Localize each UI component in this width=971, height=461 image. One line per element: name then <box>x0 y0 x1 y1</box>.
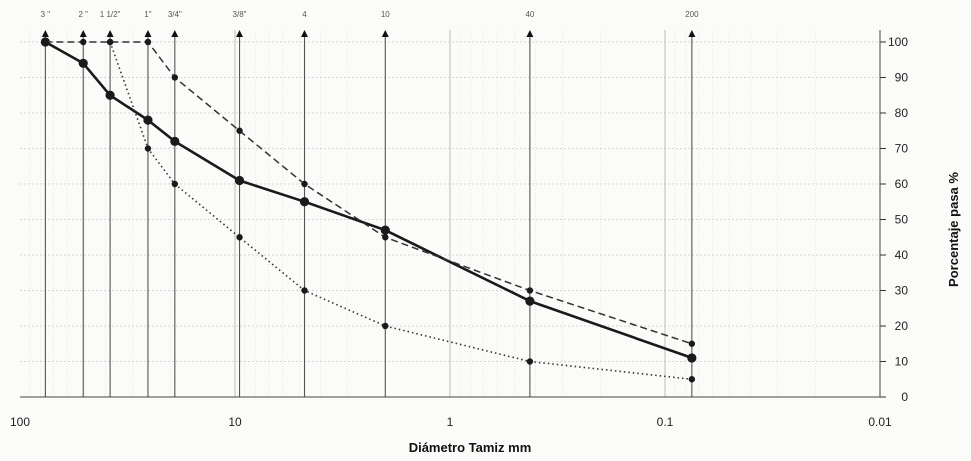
y-tick-label: 60 <box>895 177 909 191</box>
series-solid-point <box>105 90 115 100</box>
y-tick-label: 80 <box>895 106 909 120</box>
series-dashed-point <box>144 38 152 46</box>
y-tick-label: 100 <box>888 35 908 49</box>
x-tick-label: 100 <box>10 415 30 429</box>
sieve-arrow-icon <box>144 30 152 37</box>
series-solid-point <box>78 58 88 68</box>
x-axis-title: Diámetro Tamiz mm <box>409 440 532 455</box>
sieve-label: 1 1/2" <box>100 10 121 19</box>
series-dotted-point <box>688 376 696 383</box>
series-solid-point <box>234 175 245 186</box>
series-dashed-point <box>382 234 389 241</box>
y-tick-label: 40 <box>895 248 909 262</box>
sieve-label: 3 " <box>41 10 51 19</box>
series-solid-point <box>687 353 697 363</box>
series-dashed-point <box>526 287 534 294</box>
sieve-arrow-icon <box>688 30 696 37</box>
sieve-label: 40 <box>525 10 534 19</box>
series-dashed-point <box>171 74 179 81</box>
sieve-label: 3/8" <box>233 10 247 19</box>
y-tick-label: 50 <box>895 213 909 227</box>
series-dashed-point <box>80 38 87 46</box>
y-tick-label: 20 <box>895 319 909 333</box>
sieve-arrow-icon <box>106 30 114 37</box>
series-solid-point <box>299 197 310 207</box>
sieve-label: 1" <box>144 10 151 19</box>
sieve-markers: 3 " 2 " 1 1/2" 1" 3/4" 3/8" 4 10 40 200 <box>41 10 699 397</box>
sieve-label: 10 <box>381 10 390 19</box>
series-dotted-line <box>109 41 692 381</box>
y-tick-label: 70 <box>895 142 909 156</box>
grid <box>20 30 881 398</box>
series-dashed-line <box>45 41 693 345</box>
y-tick-label: 10 <box>895 355 909 369</box>
x-tick-label: 10 <box>228 415 242 429</box>
x-tick-label: 0.1 <box>657 415 674 429</box>
series-dotted-point <box>106 38 114 46</box>
series-solid-point <box>525 296 535 306</box>
sieve-label: 3/4" <box>168 10 182 19</box>
sieve-label: 200 <box>685 10 699 19</box>
axes: 0 10 20 30 40 50 60 70 80 90 100 100 10 1 0.1 0.01 <box>10 30 908 429</box>
series-dotted-point <box>171 180 179 188</box>
series-dotted-point <box>144 145 152 152</box>
sieve-arrow-icon <box>236 30 244 37</box>
series-dotted-point <box>382 322 389 330</box>
sieve-arrow-icon <box>41 30 49 37</box>
sieve-arrow-icon <box>171 30 179 37</box>
y-tick-label: 30 <box>895 284 909 298</box>
series-solid-point <box>380 225 390 235</box>
series-dashed-point <box>42 38 49 46</box>
sieve-arrow-icon <box>381 30 389 37</box>
series-dotted-point <box>526 358 534 365</box>
x-tick-label: 0.01 <box>868 415 892 429</box>
y-tick-label: 0 <box>901 390 908 404</box>
series-dotted-point <box>301 287 308 294</box>
series-solid-point <box>170 136 180 146</box>
x-tick-label: 1 <box>447 415 454 429</box>
sieve-label: 4 <box>302 10 307 19</box>
series-dotted-point <box>236 234 243 241</box>
sieve-arrow-icon <box>526 30 534 37</box>
sieve-arrow-icon <box>79 30 87 37</box>
series-dashed-point <box>236 127 243 134</box>
y-axis-title: Porcentaje pasa % <box>946 172 961 287</box>
series-dashed-point <box>688 340 696 347</box>
series-solid-point <box>143 115 153 125</box>
series-solid-line <box>44 40 693 360</box>
data-series <box>40 37 697 383</box>
sieve-arrow-icon <box>301 30 309 37</box>
series-dashed-point <box>301 180 308 188</box>
sieve-label: 2 " <box>78 10 88 19</box>
y-tick-label: 90 <box>895 71 909 85</box>
